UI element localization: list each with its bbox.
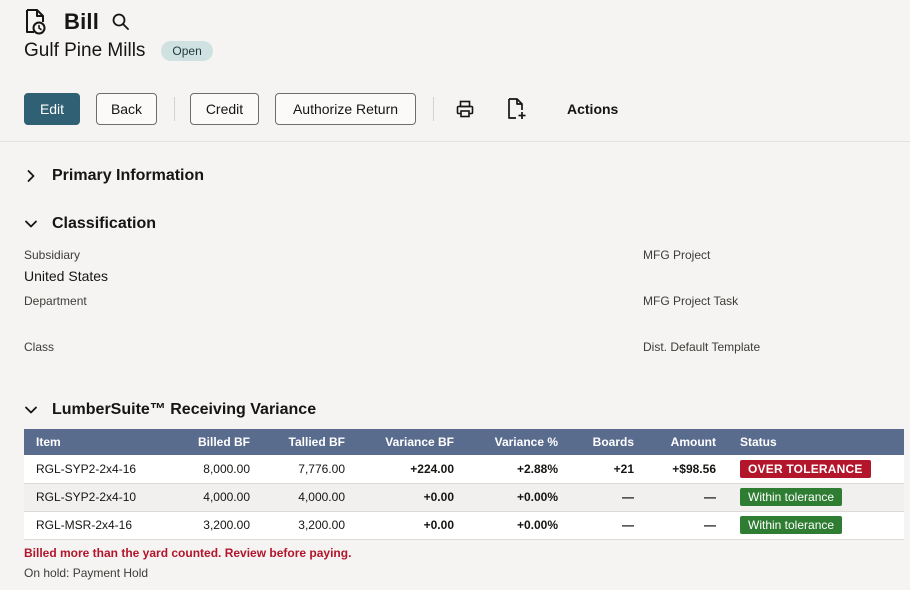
status-tag-within-tolerance: Within tolerance — [740, 488, 843, 506]
hold-status: On hold: Payment Hold — [24, 566, 149, 580]
search-icon[interactable] — [111, 12, 131, 32]
cell-boards: +21 — [570, 455, 646, 484]
chevron-right-icon — [27, 170, 35, 182]
status-tag-within-tolerance: Within tolerance — [740, 516, 843, 534]
back-button[interactable]: Back — [96, 93, 157, 125]
table-row: RGL-MSR-2x4-16 3,200.00 3,200.00 +0.00 +… — [24, 511, 904, 540]
cell-billed-bf: 3,200.00 — [174, 511, 262, 540]
new-document-button[interactable] — [505, 97, 529, 121]
header-divider — [0, 141, 910, 142]
column-header-billed-bf: Billed BF — [174, 429, 262, 455]
cell-item: RGL-SYP2-2x4-10 — [24, 483, 174, 512]
column-header-variance-bf: Variance BF — [357, 429, 466, 455]
cell-billed-bf: 8,000.00 — [174, 455, 262, 484]
vendor-name: Gulf Pine Mills — [24, 40, 146, 61]
cell-item: RGL-SYP2-2x4-16 — [24, 455, 174, 484]
page-title: Bill — [64, 9, 100, 34]
table-row: RGL-SYP2-2x4-10 4,000.00 4,000.00 +0.00 … — [24, 483, 904, 512]
cell-item: RGL-MSR-2x4-16 — [24, 511, 174, 540]
cell-amount: +$98.56 — [646, 455, 728, 484]
department-label: Department — [24, 294, 87, 308]
cell-variance-bf: +0.00 — [357, 511, 466, 540]
cell-tallied-bf: 7,776.00 — [262, 455, 357, 484]
subsidiary-value: United States — [24, 268, 109, 284]
mfg-project-label: MFG Project — [643, 248, 711, 262]
cell-amount: — — [646, 511, 728, 540]
subsidiary-label: Subsidiary — [24, 248, 81, 262]
dist-default-template-label: Dist. Default Template — [643, 340, 761, 354]
table-header-row: Item Billed BF Tallied BF Variance BF Va… — [24, 429, 904, 455]
cell-tallied-bf: 4,000.00 — [262, 483, 357, 512]
mfg-project-task-label: MFG Project Task — [643, 294, 739, 308]
class-label: Class — [24, 340, 55, 354]
cell-variance-pct: +0.00% — [466, 483, 570, 512]
variance-table: Item Billed BF Tallied BF Variance BF Va… — [24, 429, 904, 540]
cell-variance-bf: +0.00 — [357, 483, 466, 512]
edit-button[interactable]: Edit — [24, 93, 80, 125]
column-header-amount: Amount — [646, 429, 728, 455]
toolbar: Edit Back Credit Authorize Return Action… — [24, 93, 644, 125]
cell-tallied-bf: 3,200.00 — [262, 511, 357, 540]
title-row: Bill — [24, 8, 131, 36]
print-icon — [456, 100, 474, 118]
print-button[interactable] — [453, 97, 477, 121]
status-tag-over-tolerance: OVER TOLERANCE — [740, 459, 871, 478]
section-primary-information[interactable]: Primary Information — [24, 164, 204, 188]
cell-variance-pct: +2.88% — [466, 455, 570, 484]
toolbar-divider — [433, 97, 434, 121]
cell-billed-bf: 4,000.00 — [174, 483, 262, 512]
status-badge: Open — [161, 41, 213, 61]
credit-button[interactable]: Credit — [190, 93, 259, 125]
section-title: Classification — [52, 215, 157, 232]
authorize-return-button[interactable]: Authorize Return — [275, 93, 416, 125]
table-row: RGL-SYP2-2x4-16 8,000.00 7,776.00 +224.0… — [24, 455, 904, 484]
chevron-down-icon — [25, 220, 37, 228]
section-title: Primary Information — [52, 167, 205, 184]
vendor-row: Gulf Pine Mills Open — [24, 40, 213, 62]
column-header-variance-pct: Variance % — [466, 429, 570, 455]
cell-status: OVER TOLERANCE — [728, 455, 904, 484]
cell-status: Within tolerance — [728, 511, 904, 540]
cell-status: Within tolerance — [728, 483, 904, 512]
variance-warning: Billed more than the yard counted. Revie… — [24, 546, 352, 560]
column-header-item: Item — [24, 429, 174, 455]
chevron-down-icon — [25, 406, 37, 414]
cell-variance-pct: +0.00% — [466, 511, 570, 540]
section-title: LumberSuite™ Receiving Variance — [52, 401, 317, 418]
cell-amount: — — [646, 483, 728, 512]
section-classification[interactable]: Classification — [24, 212, 156, 236]
cell-variance-bf: +224.00 — [357, 455, 466, 484]
column-header-status: Status — [728, 429, 904, 455]
column-header-boards: Boards — [570, 429, 646, 455]
column-header-tallied-bf: Tallied BF — [262, 429, 357, 455]
section-receiving-variance[interactable]: LumberSuite™ Receiving Variance — [24, 398, 316, 422]
actions-menu[interactable]: Actions — [567, 101, 619, 117]
toolbar-divider — [174, 97, 175, 121]
document-clock-icon — [26, 9, 46, 35]
document-add-icon — [508, 98, 526, 119]
cell-boards: — — [570, 511, 646, 540]
cell-boards: — — [570, 483, 646, 512]
